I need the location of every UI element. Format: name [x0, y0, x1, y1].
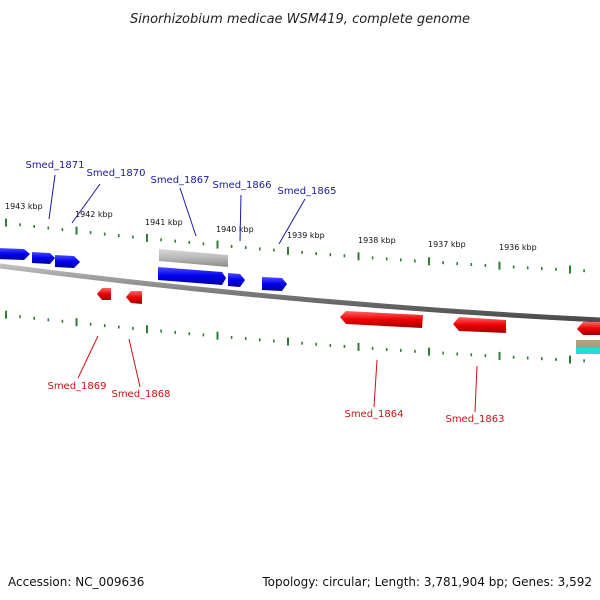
genome-backbone [0, 263, 600, 323]
reverse-gene-smed-1863[interactable] [453, 317, 506, 333]
forward-gene-smed-1866[interactable] [228, 273, 245, 287]
tick-label-1936: 1936 kbp [499, 243, 537, 252]
inner-scale [5, 310, 585, 364]
gene-label-smed-1868[interactable]: Smed_1868 [111, 389, 170, 400]
tick-label-1943: 1943 kbp [5, 202, 43, 211]
forward-strand-track [0, 248, 287, 291]
accession-text: Accession: NC_009636 [8, 575, 144, 589]
gene-label-smed-1867[interactable]: Smed_1867 [150, 175, 209, 186]
gene-labels: Smed_1871 Smed_1870 Smed_1867 Smed_1866 … [25, 160, 504, 425]
gene-label-smed-1865[interactable]: Smed_1865 [277, 186, 336, 197]
genome-summary-text: Topology: circular; Length: 3,781,904 bp… [261, 575, 592, 589]
forward-gene-smed-1871[interactable] [32, 252, 55, 264]
gene-label-smed-1869[interactable]: Smed_1869 [47, 381, 106, 392]
tick-label-1937: 1937 kbp [428, 240, 466, 249]
gene-label-smed-1864[interactable]: Smed_1864 [344, 409, 403, 420]
reverse-gene-smed-1864[interactable] [340, 311, 423, 328]
gene-label-smed-1866[interactable]: Smed_1866 [212, 180, 271, 191]
forward-gene-smed-1865[interactable] [262, 277, 287, 291]
reverse-strand-track [97, 288, 600, 335]
gene-label-smed-1871[interactable]: Smed_1871 [25, 160, 84, 171]
grey-feature [159, 249, 228, 267]
map-title: Sinorhizobium medicae WSM419, complete g… [130, 12, 470, 27]
forward-gene-smed-1867[interactable] [158, 267, 226, 285]
forward-gene-feature[interactable] [0, 248, 30, 260]
gene-label-smed-1863[interactable]: Smed_1863 [445, 414, 504, 425]
tick-label-1940: 1940 kbp [216, 225, 254, 234]
forward-gene-smed-1870[interactable] [55, 255, 80, 268]
tick-label-1942: 1942 kbp [75, 210, 113, 219]
feature-track-grey [576, 345, 600, 348]
gene-label-smed-1870[interactable]: Smed_1870 [86, 168, 145, 179]
feature-track-tan [576, 340, 600, 345]
reverse-gene-feature[interactable] [577, 322, 600, 335]
tick-label-1939: 1939 kbp [287, 231, 325, 240]
reverse-gene-smed-1869[interactable] [97, 288, 111, 300]
tick-label-1941: 1941 kbp [145, 218, 183, 227]
outer-scale [5, 218, 585, 274]
scale-tick-labels: 1943 kbp 1942 kbp 1941 kbp 1940 kbp 1939… [5, 202, 537, 252]
label-leader-lines [48, 174, 478, 413]
tick-label-1938: 1938 kbp [358, 236, 396, 245]
feature-track-cyan [576, 348, 600, 354]
reverse-gene-smed-1868[interactable] [126, 291, 142, 304]
